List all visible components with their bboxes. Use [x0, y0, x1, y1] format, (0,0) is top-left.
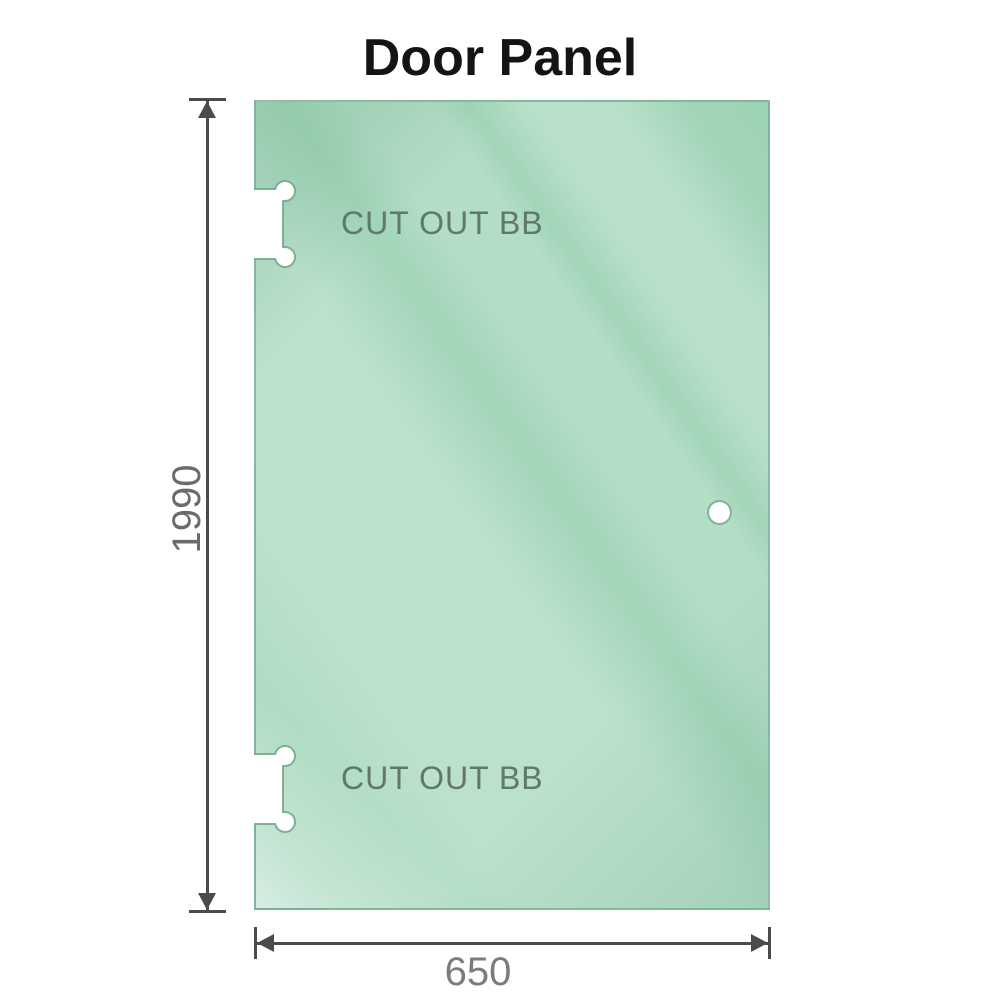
height-dimension-cap-bottom [189, 910, 226, 913]
height-dimension-line [206, 100, 209, 911]
glass-panel: CUT OUT BB CUT OUT BB [254, 100, 770, 910]
arrow-down-icon [198, 893, 216, 910]
width-dimension-label: 650 [444, 950, 512, 994]
hinge-cutout-top-shape [254, 180, 296, 268]
arrow-up-icon [198, 101, 216, 118]
page-title: Door Panel [362, 29, 638, 87]
cutout-bottom-label: CUT OUT BB [341, 760, 544, 796]
cutout-top-label: CUT OUT BB [341, 205, 544, 241]
height-dimension-cap-top [189, 98, 226, 101]
handle-hole [707, 500, 732, 525]
height-dimension-label: 1990 [165, 464, 209, 554]
arrow-left-icon [257, 934, 274, 952]
width-dimension-line [255, 942, 770, 945]
hinge-cutout-bottom-shape [254, 745, 296, 833]
arrow-right-icon [751, 934, 768, 952]
width-dimension-cap-right [768, 927, 771, 959]
